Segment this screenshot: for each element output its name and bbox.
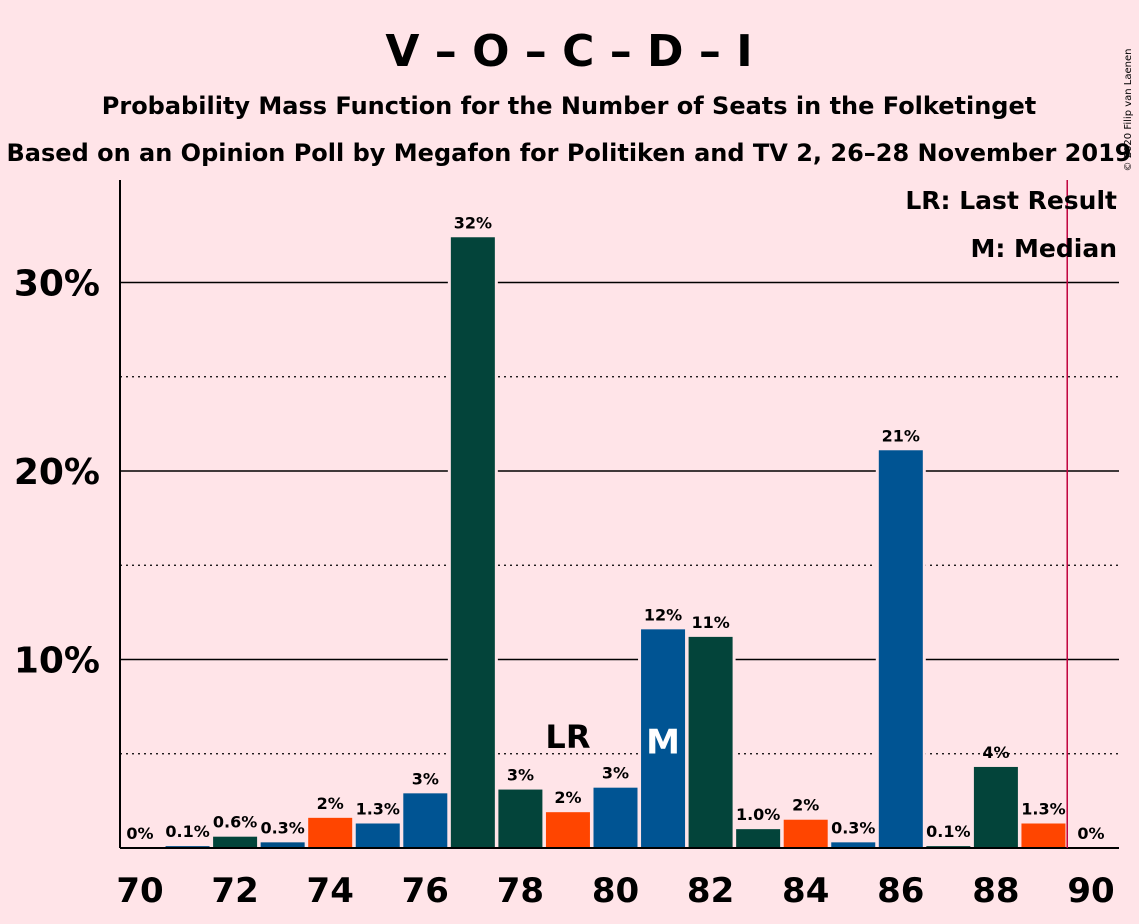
value-label-75: 1.3%	[356, 799, 400, 818]
value-label-89: 1.3%	[1021, 799, 1065, 818]
value-labels: 0% 0.1% 0.6% 0.3%2% 1.3%3%32%3%2%3%12% 11%1.0…	[126, 213, 1104, 843]
bar-86	[878, 450, 923, 848]
x-tick-80: 80	[592, 871, 639, 911]
bar-80	[593, 787, 638, 848]
value-label-70: 0%	[126, 824, 153, 843]
bar-77	[450, 237, 495, 848]
value-label-83: 1.0%	[736, 805, 780, 824]
bar-72	[213, 836, 258, 848]
bar-82	[688, 636, 733, 848]
y-tick-20: 20%	[14, 452, 100, 493]
bar-84	[783, 819, 828, 848]
markers: LR M	[545, 180, 1068, 848]
median-marker: M	[646, 722, 680, 762]
bar-76	[403, 793, 448, 848]
x-tick-90: 90	[1067, 871, 1114, 911]
bar-gap-71	[162, 843, 213, 848]
x-tick-84: 84	[782, 871, 829, 911]
legend: LR: Last Result M: Median	[905, 186, 1117, 263]
value-label-90: 0%	[1077, 824, 1104, 843]
bar-83	[736, 829, 781, 848]
bars	[162, 234, 1069, 848]
copyright-text: © 2020 Filip van Laenen	[1123, 49, 1134, 172]
value-label-80: 3%	[602, 764, 629, 783]
y-tick-30: 30%	[14, 264, 100, 305]
bar-75	[355, 823, 400, 848]
x-tick-86: 86	[877, 871, 924, 911]
gridlines	[120, 281, 1119, 755]
value-label-78: 3%	[507, 766, 534, 785]
x-tick-70: 70	[116, 871, 163, 911]
last-result-marker: LR	[545, 718, 590, 756]
bar-74	[308, 817, 353, 848]
bar-79	[545, 812, 590, 848]
value-label-87: 0.1%	[926, 822, 970, 841]
value-label-76: 3%	[412, 769, 439, 788]
x-tick-72: 72	[211, 871, 258, 911]
chart-subtitle-1: Probability Mass Function for the Number…	[102, 92, 1036, 120]
value-label-81: 12%	[644, 605, 682, 624]
legend-last-result: LR: Last Result	[905, 186, 1117, 215]
axes	[119, 180, 1119, 849]
x-tick-78: 78	[497, 871, 544, 911]
bar-89	[1021, 823, 1066, 848]
x-tick-74: 74	[307, 871, 354, 911]
bar-78	[498, 789, 543, 848]
bar-88	[973, 766, 1018, 848]
x-tick-82: 82	[687, 871, 734, 911]
y-tick-10: 10%	[14, 641, 100, 682]
bar-gap-87	[923, 843, 974, 848]
value-label-88: 4%	[982, 743, 1009, 762]
value-label-73: 0.3%	[260, 818, 304, 837]
chart-subtitle-2: Based on an Opinion Poll by Megafon for …	[7, 139, 1132, 167]
value-label-74: 2%	[317, 794, 344, 813]
value-label-84: 2%	[792, 796, 819, 815]
value-label-79: 2%	[554, 788, 581, 807]
value-label-82: 11%	[691, 613, 729, 632]
value-label-77: 32%	[454, 213, 492, 232]
x-tick-88: 88	[972, 871, 1019, 911]
bar-85	[831, 842, 876, 848]
value-label-85: 0.3%	[831, 818, 875, 837]
value-label-71: 0.1%	[165, 822, 209, 841]
x-tick-76: 76	[402, 871, 449, 911]
bar-81	[641, 629, 686, 848]
chart-title: V – O – C – D – I	[385, 26, 752, 77]
value-label-86: 21%	[882, 426, 920, 445]
legend-median: M: Median	[970, 234, 1117, 263]
value-label-72: 0.6%	[213, 813, 257, 832]
tick-labels: 70 72 74 76 78 80 82 84 86 88 90 10% 20% 30%	[14, 264, 1115, 912]
bar-73	[260, 842, 305, 848]
